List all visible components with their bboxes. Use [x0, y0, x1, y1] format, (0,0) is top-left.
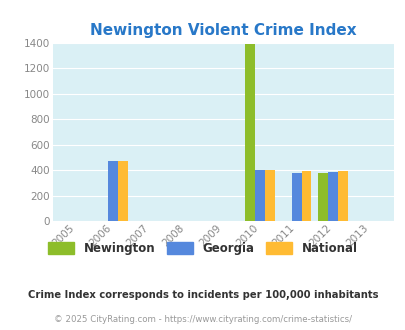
Text: Crime Index corresponds to incidents per 100,000 inhabitants: Crime Index corresponds to incidents per… — [28, 290, 377, 300]
Title: Newington Violent Crime Index: Newington Violent Crime Index — [90, 22, 356, 38]
Bar — [318, 173, 328, 221]
Bar — [108, 161, 118, 221]
Bar — [291, 173, 301, 221]
Legend: Newington, Georgia, National: Newington, Georgia, National — [43, 237, 362, 260]
Bar — [337, 172, 347, 221]
Bar — [118, 161, 128, 221]
Bar — [301, 172, 311, 221]
Bar — [328, 172, 337, 221]
Bar — [245, 44, 254, 221]
Bar — [254, 170, 264, 221]
Bar — [264, 170, 274, 221]
Text: © 2025 CityRating.com - https://www.cityrating.com/crime-statistics/: © 2025 CityRating.com - https://www.city… — [54, 315, 351, 324]
